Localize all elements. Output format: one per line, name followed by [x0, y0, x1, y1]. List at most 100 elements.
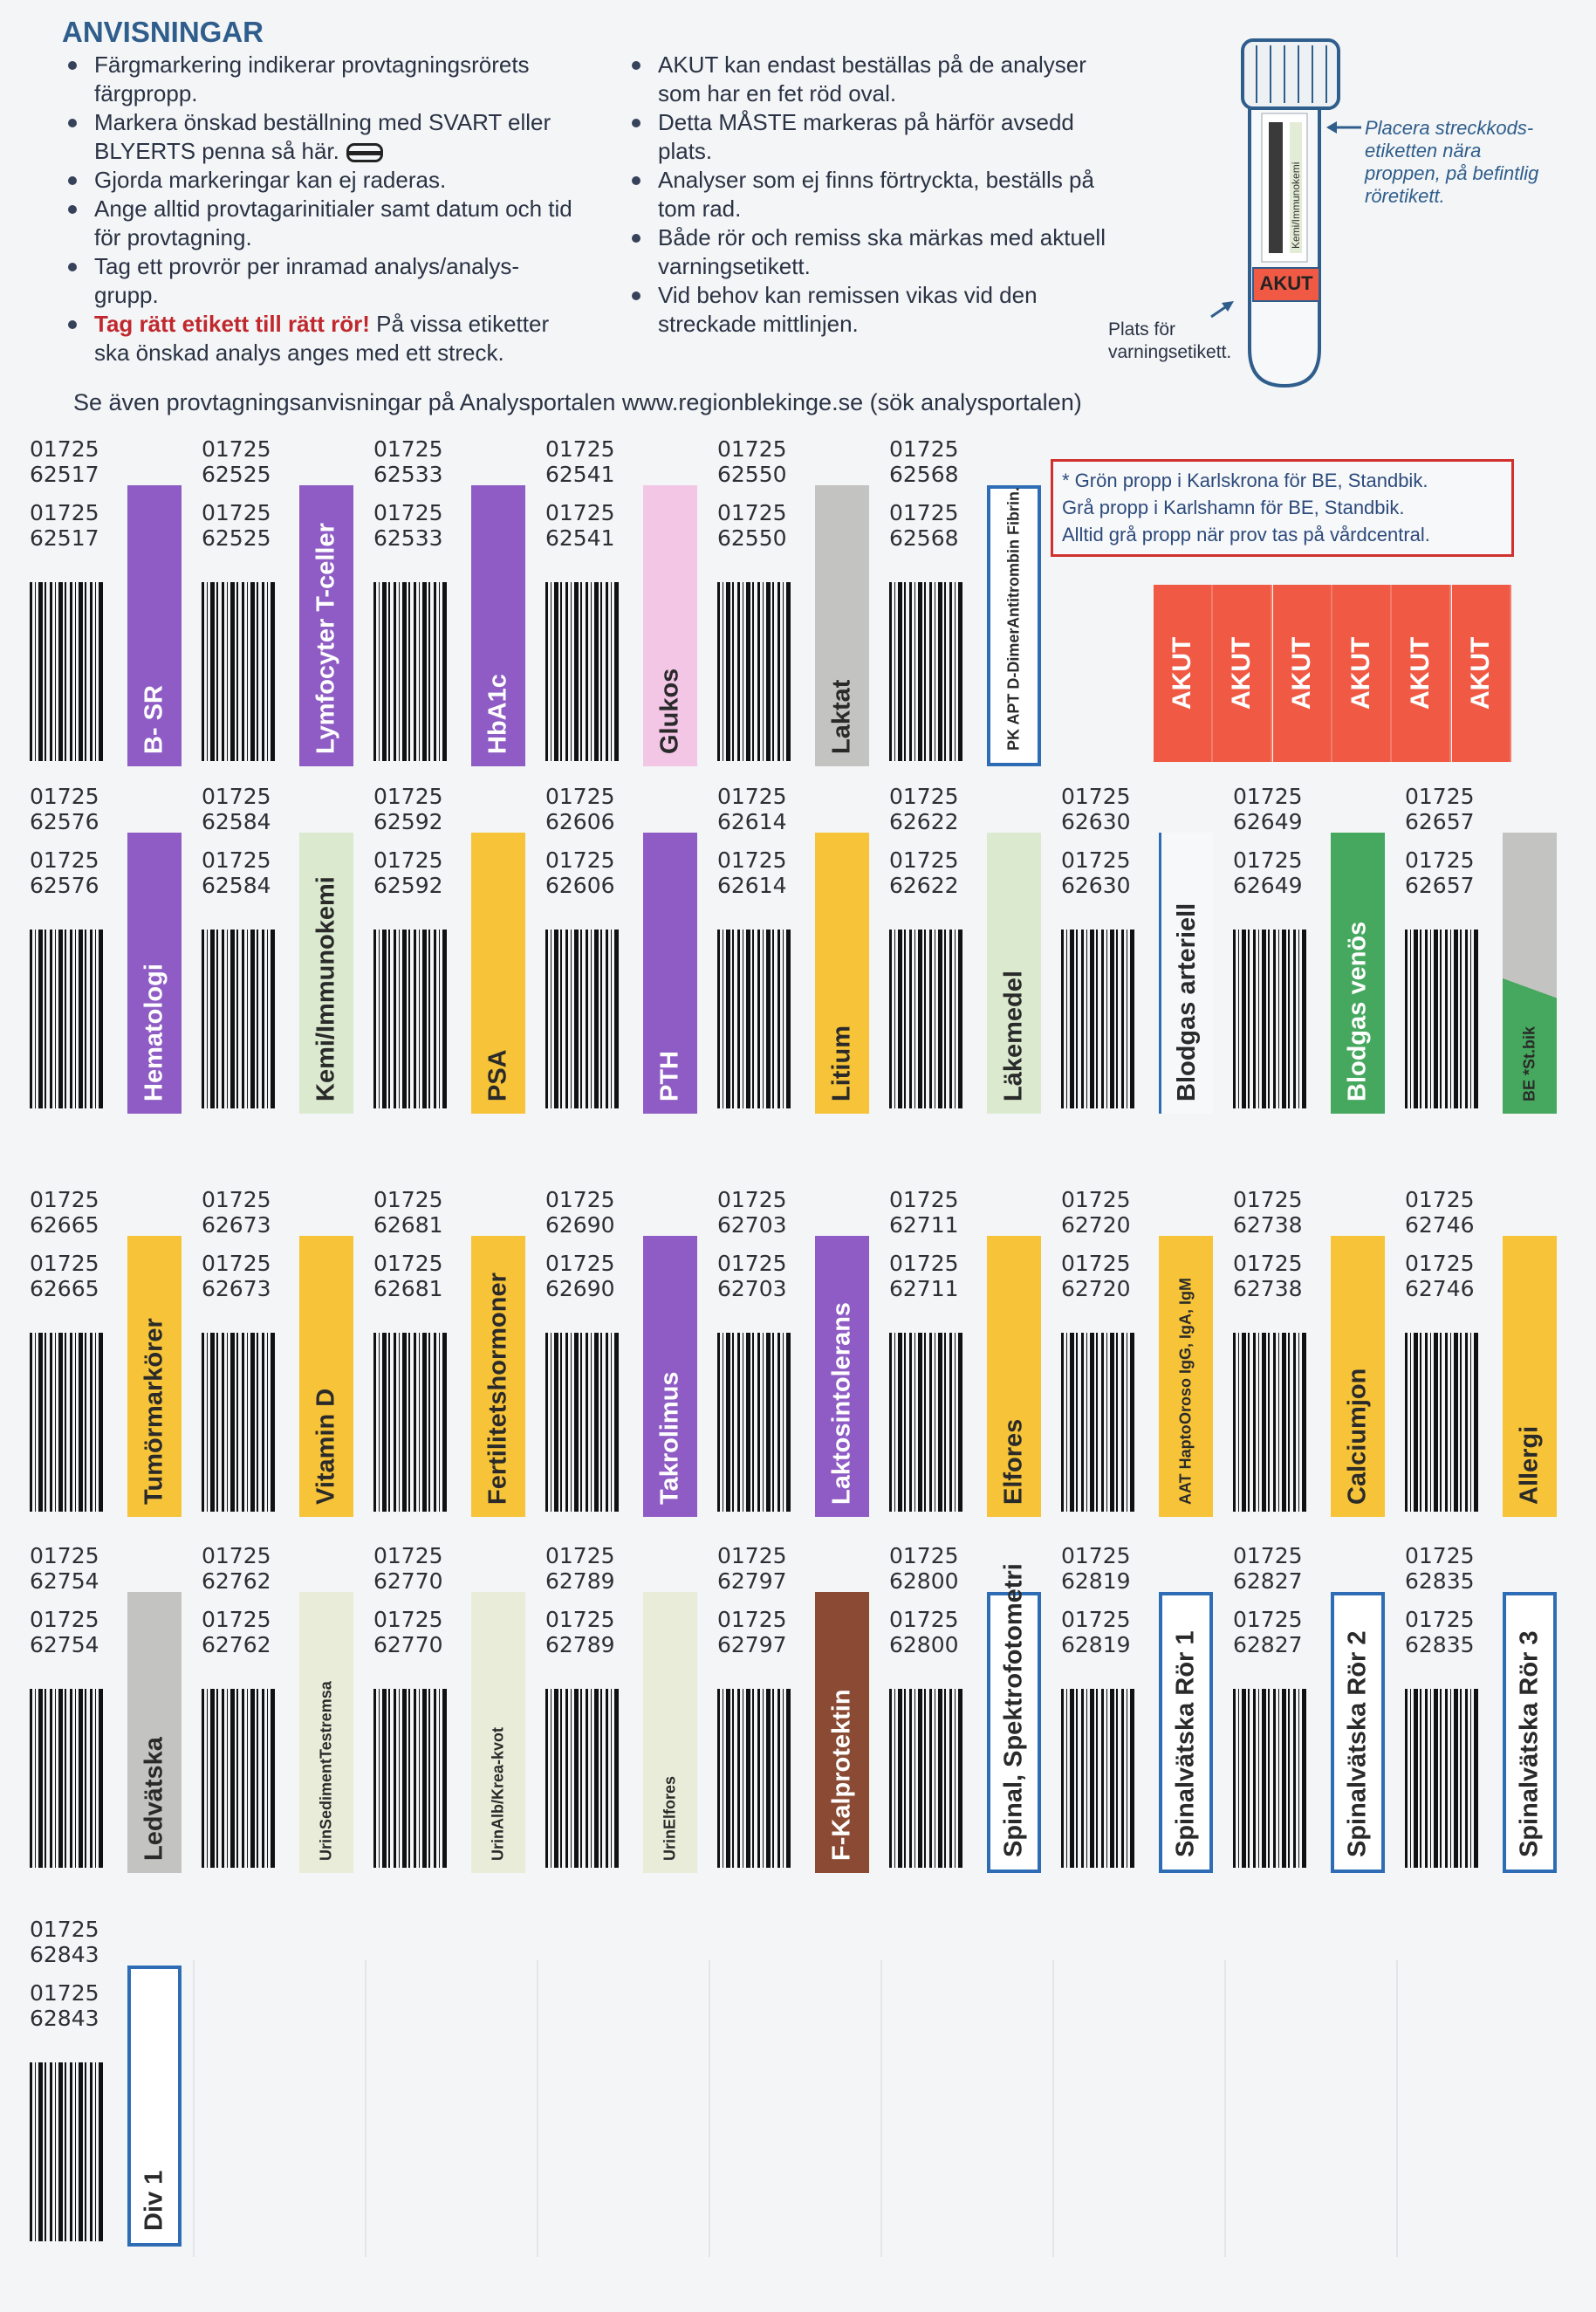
strip-label: Urin	[661, 1829, 679, 1861]
color-strip: Fertilitetshormoner	[471, 1236, 525, 1517]
color-strip: Laktat	[815, 485, 869, 766]
barcode	[373, 582, 449, 761]
code-prefix: 01725	[1233, 1187, 1303, 1212]
label-code: 01725 62592	[373, 784, 443, 834]
code-prefix: 01725	[30, 436, 99, 462]
instruction: AKUT kan endast beställas på de analyser…	[627, 51, 1133, 108]
code-prefix: 01725	[1405, 1607, 1475, 1632]
strip-label: Glukos	[655, 668, 684, 754]
barcode	[202, 1333, 277, 1512]
label-column: 01725 62762 01725 62762 Urin Sediment Testrems…	[202, 1543, 367, 1892]
label-column: 01725 62657 01725 62657 BE * St.bik	[1405, 784, 1571, 1133]
code-prefix: 01725	[717, 847, 787, 873]
barcode	[717, 1689, 792, 1868]
strip-label: St.bik	[1520, 1026, 1538, 1069]
code-number: 62550	[717, 525, 787, 551]
label-code: 01725 62738	[1233, 1251, 1303, 1301]
barcode	[1233, 1333, 1308, 1512]
arrow-head	[1222, 301, 1234, 312]
label-code: 01725 62533	[373, 500, 443, 551]
strip-label: BE *	[1520, 1068, 1538, 1101]
code-prefix: 01725	[373, 784, 443, 809]
code-prefix: 01725	[202, 1543, 271, 1568]
code-prefix: 01725	[1405, 1543, 1475, 1568]
code-prefix: 01725	[1233, 847, 1303, 873]
code-number: 62827	[1233, 1632, 1303, 1657]
label-code: 01725 62550	[717, 436, 787, 487]
empty-cell	[709, 1960, 876, 2257]
note-line: * Grön propp i Karlskrona för BE, Standb…	[1062, 470, 1428, 491]
color-strip: HbA1c	[471, 485, 525, 766]
label-code: 01725 62800	[889, 1543, 959, 1594]
strip-label: Elfores	[661, 1775, 679, 1829]
akut-cell: AKUT	[1272, 585, 1332, 762]
code-prefix: 01725	[30, 1980, 99, 2006]
label-code: 01725 62797	[717, 1543, 787, 1594]
strip-label: Alb/Krea-kvot	[489, 1726, 507, 1829]
instruction: Ange alltid provtagarinitialer samt datu…	[63, 195, 578, 252]
code-prefix: 01725	[202, 500, 271, 525]
barcode	[889, 582, 964, 761]
strip-label: B- SR	[140, 685, 168, 754]
label-code: 01725 62835	[1405, 1543, 1475, 1594]
code-number: 62711	[889, 1212, 959, 1238]
strip-label: Urin	[317, 1829, 335, 1861]
label-column: 01725 62541 01725 62541 Glukos	[545, 436, 711, 786]
label-code: 01725 62584	[202, 847, 271, 898]
code-number: 62797	[717, 1632, 787, 1657]
barcode	[30, 582, 105, 761]
label-code: 01725 62827	[1233, 1543, 1303, 1594]
label-code: 01725 62789	[545, 1543, 615, 1594]
barcode	[889, 1689, 964, 1868]
code-prefix: 01725	[373, 436, 443, 462]
label-code: 01725 62665	[30, 1187, 99, 1238]
label-code: 01725 62754	[30, 1607, 99, 1657]
code-number: 62681	[373, 1276, 443, 1301]
label-code: 01725 62649	[1233, 847, 1303, 898]
label-column: 01725 62533 01725 62533 HbA1c	[373, 436, 539, 786]
cap-ridges	[1256, 45, 1327, 103]
color-strip: Lymfocyter T-celler	[299, 485, 353, 766]
code-number: 62550	[717, 462, 787, 487]
barcode	[889, 1333, 964, 1512]
instruction: Analyser som ej finns förtryckta, bestäl…	[627, 166, 1133, 223]
label-column: 01725 62681 01725 62681 Fertilitetshormoner	[373, 1187, 539, 1536]
code-prefix: 01725	[1233, 1607, 1303, 1632]
label-code: 01725 62622	[889, 784, 959, 834]
label-code: 01725 62657	[1405, 847, 1475, 898]
label-column: 01725 62738 01725 62738 Calciumjon	[1233, 1187, 1399, 1536]
label-column: 01725 62770 01725 62770 Urin Alb/Krea-kvot	[373, 1543, 539, 1892]
label-code: 01725 62614	[717, 784, 787, 834]
instruction-text: På vissa etiketter ska önskad analys ang…	[94, 311, 550, 366]
barcode-note: etiketten nära	[1365, 140, 1481, 161]
label-column: 01725 62827 01725 62827 Spinalvätska Rör 2	[1233, 1543, 1399, 1892]
code-prefix: 01725	[717, 1187, 787, 1212]
label-code: 01725 62657	[1405, 784, 1475, 834]
code-prefix: 01725	[30, 1917, 99, 1942]
code-number: 62690	[545, 1276, 615, 1301]
label-code: 01725 62789	[545, 1607, 615, 1657]
code-number: 62614	[717, 873, 787, 898]
color-strip: Läkemedel	[987, 833, 1041, 1114]
code-number: 62703	[717, 1276, 787, 1301]
code-prefix: 01725	[545, 1543, 615, 1568]
code-prefix: 01725	[889, 436, 959, 462]
code-number: 62835	[1405, 1632, 1475, 1657]
label-column: 01725 62550 01725 62550 Laktat	[717, 436, 883, 786]
code-number: 62657	[1405, 873, 1475, 898]
code-number: 62606	[545, 809, 615, 834]
strip-label: Urin	[489, 1829, 507, 1861]
label-code: 01725 62690	[545, 1251, 615, 1301]
barcode	[1405, 930, 1480, 1108]
code-prefix: 01725	[30, 1187, 99, 1212]
code-number: 62789	[545, 1568, 615, 1594]
instruction-text: Ange alltid provtagarinitialer samt datu…	[94, 196, 572, 250]
strip-label: Laktat	[827, 679, 856, 754]
label-column: 01725 62606 01725 62606 PTH	[545, 784, 711, 1133]
code-number: 62584	[202, 873, 271, 898]
code-number: 62533	[373, 525, 443, 551]
label-code: 01725 62606	[545, 847, 615, 898]
instruction: Vid behov kan remissen vikas vid den str…	[627, 281, 1133, 339]
code-prefix: 01725	[202, 436, 271, 462]
barcode-note: proppen, på befintlig	[1364, 162, 1539, 184]
